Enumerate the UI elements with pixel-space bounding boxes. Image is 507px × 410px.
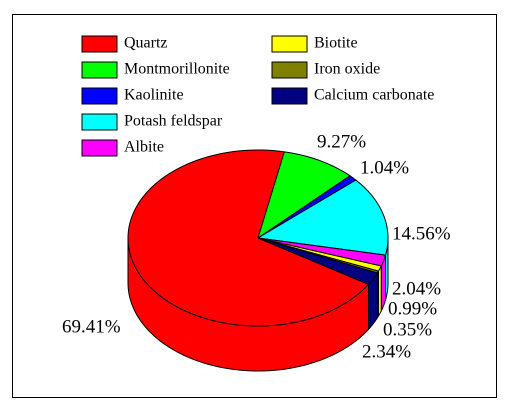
legend-label: Montmorillonite (124, 61, 230, 78)
value-label: 0.35% (383, 319, 432, 340)
value-labels: 69.41% 9.27% 1.04% 14.56% 2.04%0.99%0.35%2.3… (62, 131, 451, 362)
value-label: 69.41% (62, 316, 121, 337)
pie-slice (257, 237, 378, 285)
pie-slice (257, 179, 389, 256)
value-label: 1.04% (360, 157, 409, 178)
legend-label: Potash feldspar (124, 113, 223, 130)
legend: Quartz Montmorillonite Kaolinite Potash fel… (81, 35, 434, 157)
pie-slice (257, 151, 351, 239)
legend-swatch (81, 139, 118, 157)
legend-swatch (81, 87, 118, 105)
legend-swatch (271, 61, 308, 79)
value-label: 9.27% (317, 131, 366, 152)
legend-swatch (271, 87, 308, 105)
pie-tops (127, 149, 389, 327)
legend-label: Albite (124, 139, 164, 156)
legend-label: Iron oxide (314, 61, 380, 78)
legend-swatch (81, 113, 118, 131)
legend-label: Kaolinite (124, 87, 184, 104)
legend-label: Biotite (314, 35, 358, 52)
legend-swatch (81, 35, 118, 53)
value-label: 0.99% (388, 298, 437, 319)
pie-slice (127, 149, 369, 327)
value-label: 2.34% (362, 341, 411, 362)
value-label: 2.04% (392, 278, 441, 299)
legend-label: Quartz (124, 35, 168, 52)
legend-swatch (81, 61, 118, 79)
legend-swatch (271, 35, 308, 53)
value-label: 14.56% (392, 223, 451, 244)
legend-label: Calcium carbonate (314, 87, 434, 104)
